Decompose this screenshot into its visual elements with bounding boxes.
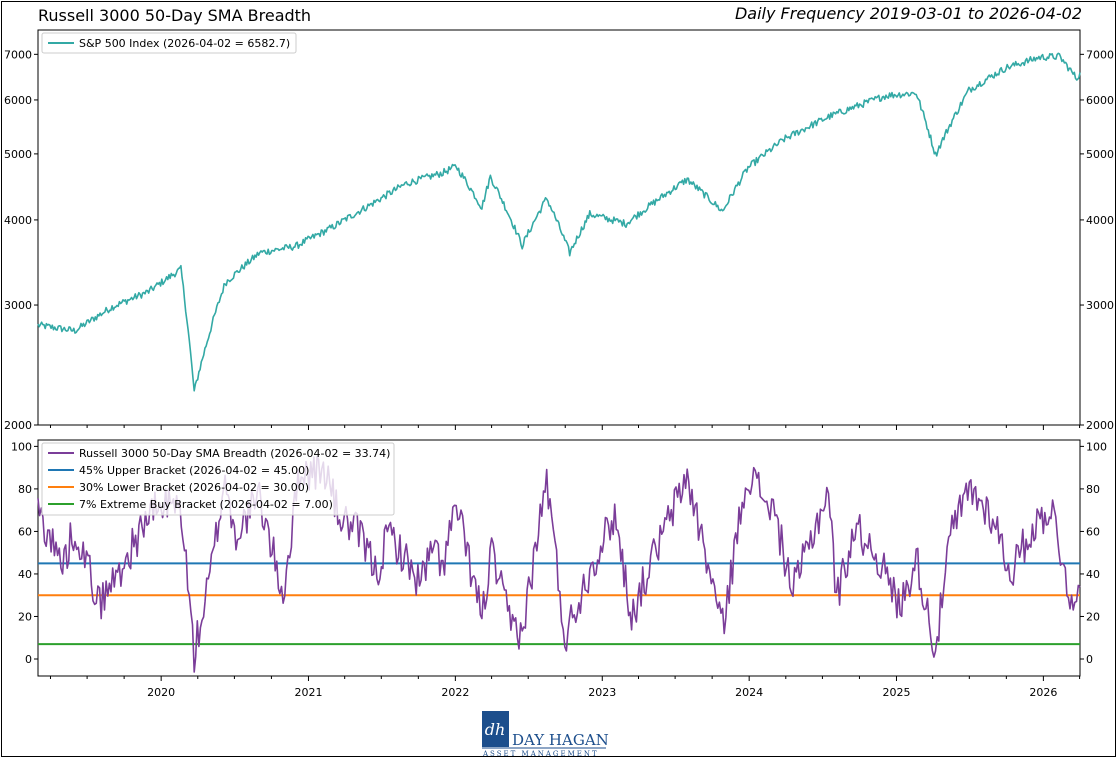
- bottom-ytick-label-left: 100: [11, 440, 32, 453]
- top-ytick-label-right: 5000: [1086, 148, 1114, 161]
- bottom-ytick-label-right: 20: [1086, 610, 1100, 623]
- top-ytick-label-right: 7000: [1086, 48, 1114, 61]
- legend-label-breadth: Russell 3000 50-Day SMA Breadth (2026-04…: [79, 447, 390, 460]
- logo-mark-text: dh: [485, 720, 506, 739]
- x-tick-label: 2020: [147, 686, 175, 699]
- legend-label-sp500: S&P 500 Index (2026-04-02 = 6582.7): [79, 37, 290, 50]
- breadth-line: [37, 455, 1081, 673]
- x-tick-label: 2025: [882, 686, 910, 699]
- top-legend: S&P 500 Index (2026-04-02 = 6582.7): [41, 32, 297, 54]
- bottom-ytick-label-left: 60: [18, 525, 32, 538]
- sp500-line: [37, 52, 1081, 392]
- top-ytick-label-left: 5000: [4, 148, 32, 161]
- top-ytick-label-right: 4000: [1086, 214, 1114, 227]
- bottom-ytick-label-right: 0: [1086, 653, 1093, 666]
- logo-mark: [482, 711, 509, 747]
- top-ytick-label-right: 6000: [1086, 94, 1114, 107]
- sp500-series: [37, 52, 1081, 392]
- top-panel-axes: [37, 29, 1081, 426]
- top-ytick-label-left: 3000: [4, 299, 32, 312]
- bottom-ytick-label-left: 20: [18, 610, 32, 623]
- bottom-ytick-label-right: 40: [1086, 568, 1100, 581]
- chart-subtitle: Daily Frequency 2019-03-01 to 2026-04-02: [734, 4, 1082, 23]
- chart-title: Russell 3000 50-Day SMA Breadth: [38, 6, 312, 25]
- top-ytick-label-left: 7000: [4, 48, 32, 61]
- top-ytick-label-left: 6000: [4, 94, 32, 107]
- top-ytick-label-right: 2000: [1086, 419, 1114, 432]
- legend-label-lower: 30% Lower Bracket (2026-04-02 = 30.00): [79, 481, 309, 494]
- x-tick-label: 2026: [1029, 686, 1057, 699]
- x-tick-label: 2023: [588, 686, 616, 699]
- bottom-ytick-label-left: 0: [25, 653, 32, 666]
- top-y-ticks: 2000 2000 3000 3000 4000 4000 5000 5000 6000 6000…: [4, 48, 1114, 432]
- top-ytick-label-left: 4000: [4, 214, 32, 227]
- logo-name: DAY HAGAN: [512, 731, 609, 749]
- bottom-panel-axes: [37, 439, 1081, 677]
- top-ytick-label-right: 3000: [1086, 299, 1114, 312]
- legend-label-extreme: 7% Extreme Buy Bracket (2026-04-02 = 7.0…: [79, 498, 333, 511]
- x-tick-label: 2021: [294, 686, 322, 699]
- bottom-ytick-label-right: 80: [1086, 483, 1100, 496]
- day-hagan-logo: dh DAY HAGAN ASSET MANAGEMENT: [482, 711, 609, 758]
- breadth-series-group: [37, 455, 1081, 673]
- bottom-y-ticks: 0 0 20 20 40 40 60 60 80 80 100 100: [11, 440, 1107, 666]
- bottom-ytick-label-right: 60: [1086, 525, 1100, 538]
- logo-tagline: ASSET MANAGEMENT: [482, 750, 599, 758]
- bottom-legend: Russell 3000 50-Day SMA Breadth (2026-04…: [41, 442, 395, 516]
- x-axis-ticks: 2020 2021 2022 2023 2024 2025 2026: [49, 425, 1081, 699]
- bottom-ytick-label-left: 40: [18, 568, 32, 581]
- top-ytick-label-left: 2000: [4, 419, 32, 432]
- legend-label-upper: 45% Upper Bracket (2026-04-02 = 45.00): [79, 464, 309, 477]
- x-tick-label: 2022: [441, 686, 469, 699]
- bottom-ytick-label-left: 80: [18, 483, 32, 496]
- bottom-ytick-label-right: 100: [1086, 440, 1107, 453]
- x-tick-label: 2024: [735, 686, 763, 699]
